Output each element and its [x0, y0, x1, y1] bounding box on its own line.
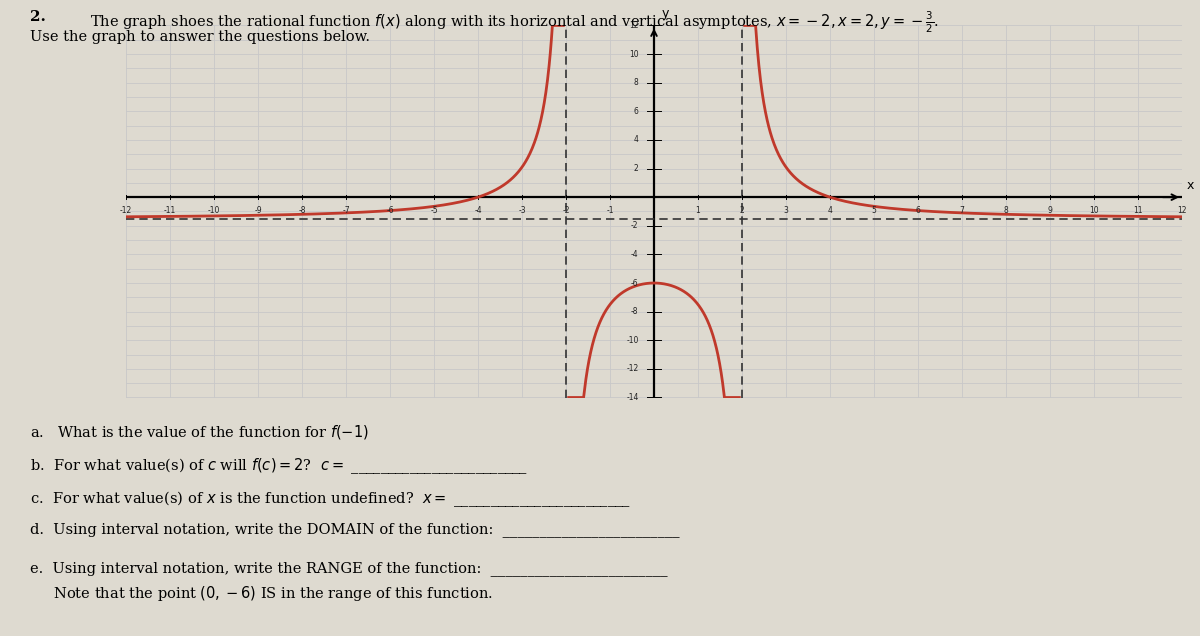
Text: 11: 11: [1133, 205, 1142, 215]
Text: -14: -14: [626, 393, 638, 402]
Text: -7: -7: [342, 205, 350, 215]
Text: 12: 12: [629, 21, 638, 30]
Text: 6: 6: [916, 205, 920, 215]
Text: 10: 10: [629, 50, 638, 59]
Text: -3: -3: [518, 205, 526, 215]
Text: 8: 8: [1003, 205, 1008, 215]
Text: -12: -12: [120, 205, 132, 215]
Text: a.   What is the value of the function for $f(-1)$: a. What is the value of the function for…: [30, 423, 368, 441]
Text: y: y: [661, 7, 668, 20]
Text: 2: 2: [739, 205, 744, 215]
Text: x: x: [1187, 179, 1194, 192]
Text: -2: -2: [563, 205, 570, 215]
Text: -11: -11: [164, 205, 176, 215]
Text: -1: -1: [606, 205, 613, 215]
Text: 4: 4: [634, 135, 638, 144]
Text: -8: -8: [299, 205, 306, 215]
Text: 7: 7: [960, 205, 965, 215]
Text: -5: -5: [430, 205, 438, 215]
Text: Note that the point $(0, -6)$ IS in the range of this function.: Note that the point $(0, -6)$ IS in the …: [30, 584, 493, 603]
Text: -4: -4: [474, 205, 482, 215]
Text: 1: 1: [696, 205, 701, 215]
Text: -6: -6: [386, 205, 394, 215]
Text: -12: -12: [626, 364, 638, 373]
Text: 12: 12: [1177, 205, 1187, 215]
Text: Use the graph to answer the questions below.: Use the graph to answer the questions be…: [30, 30, 370, 44]
Text: d.  Using interval notation, write the DOMAIN of the function:  ________________: d. Using interval notation, write the DO…: [30, 522, 679, 537]
Text: -10: -10: [626, 336, 638, 345]
Text: -8: -8: [631, 307, 638, 316]
Text: 3: 3: [784, 205, 788, 215]
Text: -9: -9: [254, 205, 262, 215]
Text: 2.: 2.: [30, 10, 46, 24]
Text: -4: -4: [631, 250, 638, 259]
Text: 5: 5: [871, 205, 876, 215]
Text: b.  For what value(s) of $c$ will $f(c) = 2$?  $c =$ ________________________: b. For what value(s) of $c$ will $f(c) =…: [30, 456, 528, 476]
Text: e.  Using interval notation, write the RANGE of the function:  _________________: e. Using interval notation, write the RA…: [30, 561, 667, 576]
Text: -6: -6: [631, 279, 638, 287]
Text: 10: 10: [1090, 205, 1099, 215]
Text: 6: 6: [634, 107, 638, 116]
Text: c.  For what value(s) of $x$ is the function undefined?  $x =$ _________________: c. For what value(s) of $x$ is the funct…: [30, 489, 631, 509]
Text: The graph shoes the rational function $f(x)$ along with its horizontal and verti: The graph shoes the rational function $f…: [90, 10, 940, 35]
Text: -10: -10: [208, 205, 220, 215]
Text: 9: 9: [1048, 205, 1052, 215]
Text: -2: -2: [631, 221, 638, 230]
Text: 4: 4: [828, 205, 833, 215]
Text: 8: 8: [634, 78, 638, 87]
Text: 2: 2: [634, 164, 638, 173]
